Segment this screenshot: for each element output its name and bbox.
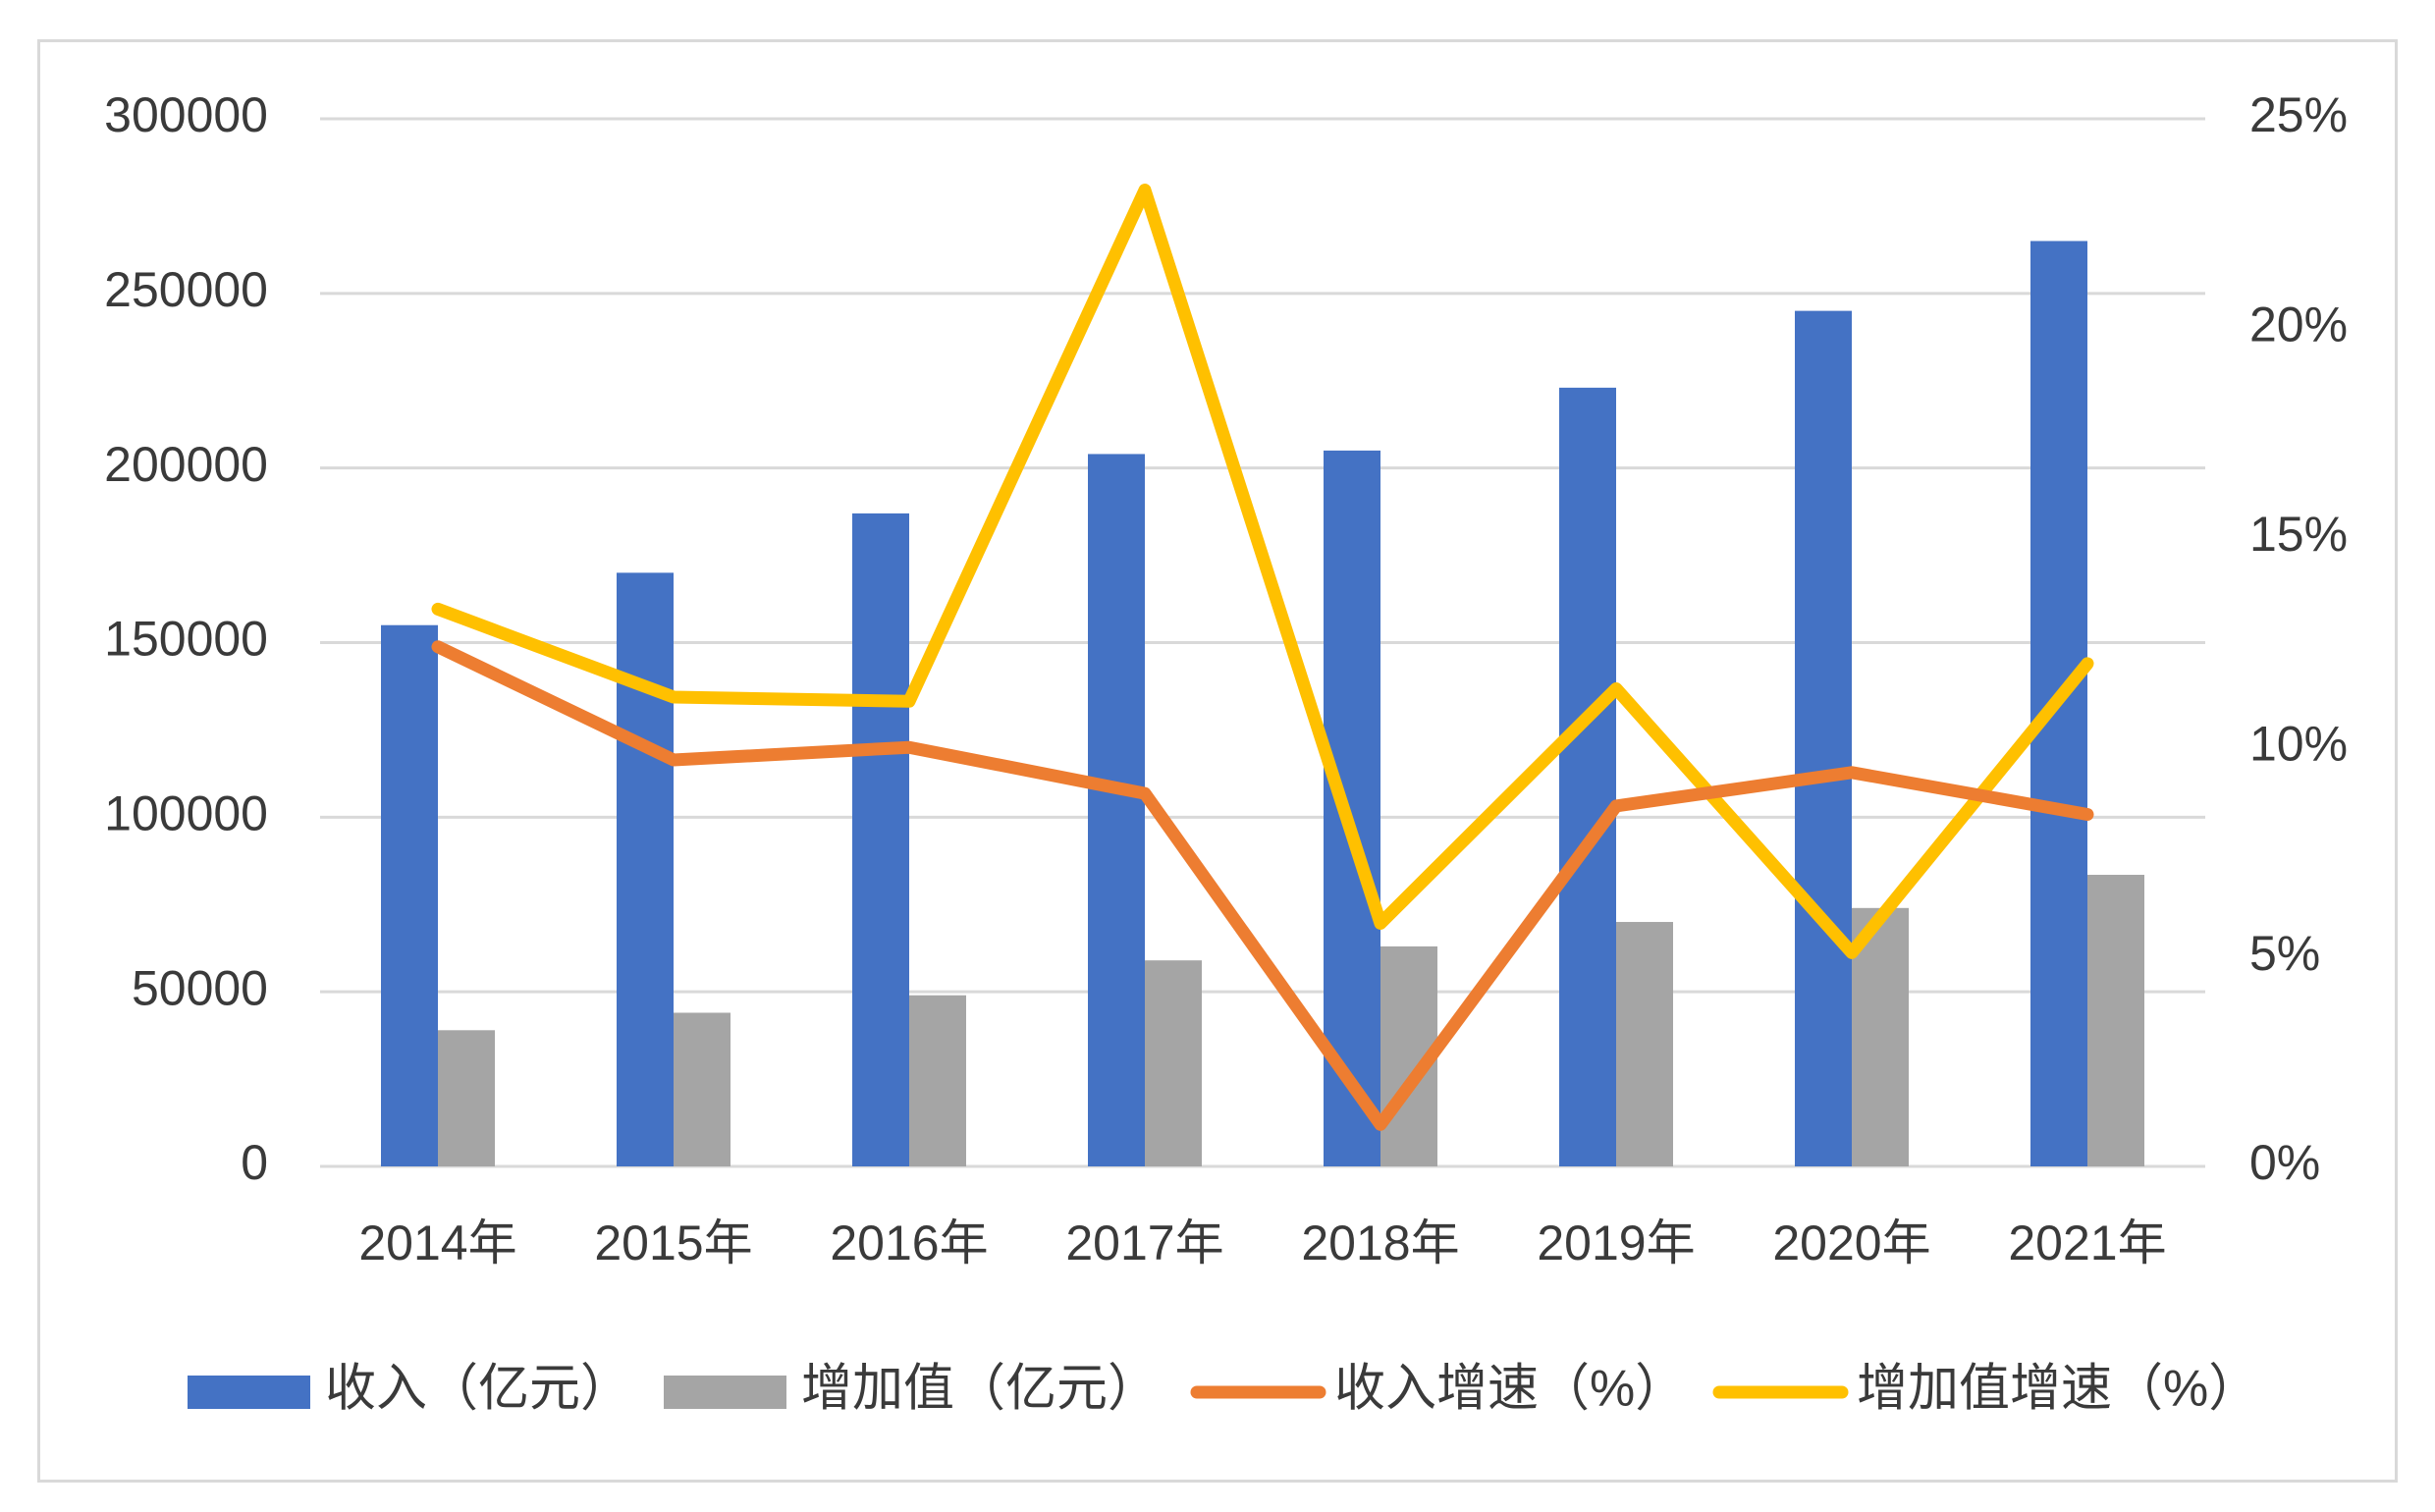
legend: 收入（亿元） 增加值（亿元） 收入增速（%） 增加值增速（%）	[188, 1361, 2259, 1418]
legend-label: 增加值增速（%）	[1857, 1361, 2259, 1418]
y-right-tick-label: 15%	[2249, 507, 2348, 562]
y-left-tick-label: 150000	[104, 612, 268, 667]
chart-frame: 0 50000 100000 150000 200000 250000 300000 0% 5%…	[37, 39, 2398, 1483]
combo-chart: 0 50000 100000 150000 200000 250000 300000 0% 5%…	[104, 87, 2348, 1418]
x-tick-label: 2021年	[2008, 1215, 2166, 1270]
x-tick-label: 2014年	[358, 1215, 516, 1270]
legend-label: 收入（亿元）	[325, 1361, 631, 1418]
legend-label: 增加值（亿元）	[801, 1361, 1159, 1418]
bar-revenue	[381, 624, 438, 1166]
bar-revenue	[1795, 310, 1852, 1166]
y-right-tick-label: 25%	[2249, 87, 2348, 142]
y-right-tick-label: 5%	[2249, 926, 2320, 981]
x-tick-label: 2018年	[1301, 1215, 1459, 1270]
y-left-tick-label: 300000	[104, 87, 268, 142]
y-left-tick-label: 50000	[132, 960, 268, 1015]
axis-labels: 0 50000 100000 150000 200000 250000 300000 0% 5%…	[104, 87, 2348, 1270]
y-left-tick-label: 0	[241, 1135, 268, 1190]
y-right-tick-label: 20%	[2249, 297, 2348, 352]
x-tick-label: 2020年	[1772, 1215, 1930, 1270]
line-revenue-growth	[431, 640, 2094, 1131]
legend-value-added-growth: 增加值增速（%）	[1712, 1361, 2259, 1418]
bar-revenue	[1088, 454, 1145, 1166]
y-left-tick-label: 100000	[104, 786, 268, 841]
legend-value-added: 增加值（亿元）	[664, 1361, 1159, 1418]
bar-value-added	[909, 995, 966, 1166]
bar-value-added	[438, 1030, 495, 1166]
bar-value-added	[2087, 875, 2144, 1166]
bar-revenue	[1559, 387, 1616, 1166]
bar-value-added	[674, 1012, 730, 1166]
bar-value-added	[1616, 922, 1673, 1166]
bar-value-added	[1145, 960, 1202, 1166]
line-value-added-growth	[431, 184, 2094, 959]
y-left-tick-label: 250000	[104, 262, 268, 317]
gridlines	[320, 117, 2205, 1168]
y-right-tick-label: 10%	[2249, 716, 2348, 771]
legend-swatch	[188, 1376, 310, 1409]
bar-revenue	[852, 513, 909, 1166]
legend-swatch	[664, 1376, 786, 1409]
lines	[431, 184, 2094, 1131]
bar-revenue	[617, 572, 674, 1166]
bars	[381, 241, 2144, 1167]
x-tick-label: 2019年	[1537, 1215, 1695, 1270]
x-tick-label: 2017年	[1065, 1215, 1223, 1270]
legend-revenue-growth: 收入增速（%）	[1190, 1361, 1686, 1418]
y-left-tick-label: 200000	[104, 437, 268, 492]
x-tick-label: 2015年	[594, 1215, 752, 1270]
y-right-tick-label: 0%	[2249, 1135, 2320, 1190]
legend-label: 收入增速（%）	[1334, 1361, 1686, 1418]
x-tick-label: 2016年	[830, 1215, 988, 1270]
legend-revenue: 收入（亿元）	[188, 1361, 631, 1418]
